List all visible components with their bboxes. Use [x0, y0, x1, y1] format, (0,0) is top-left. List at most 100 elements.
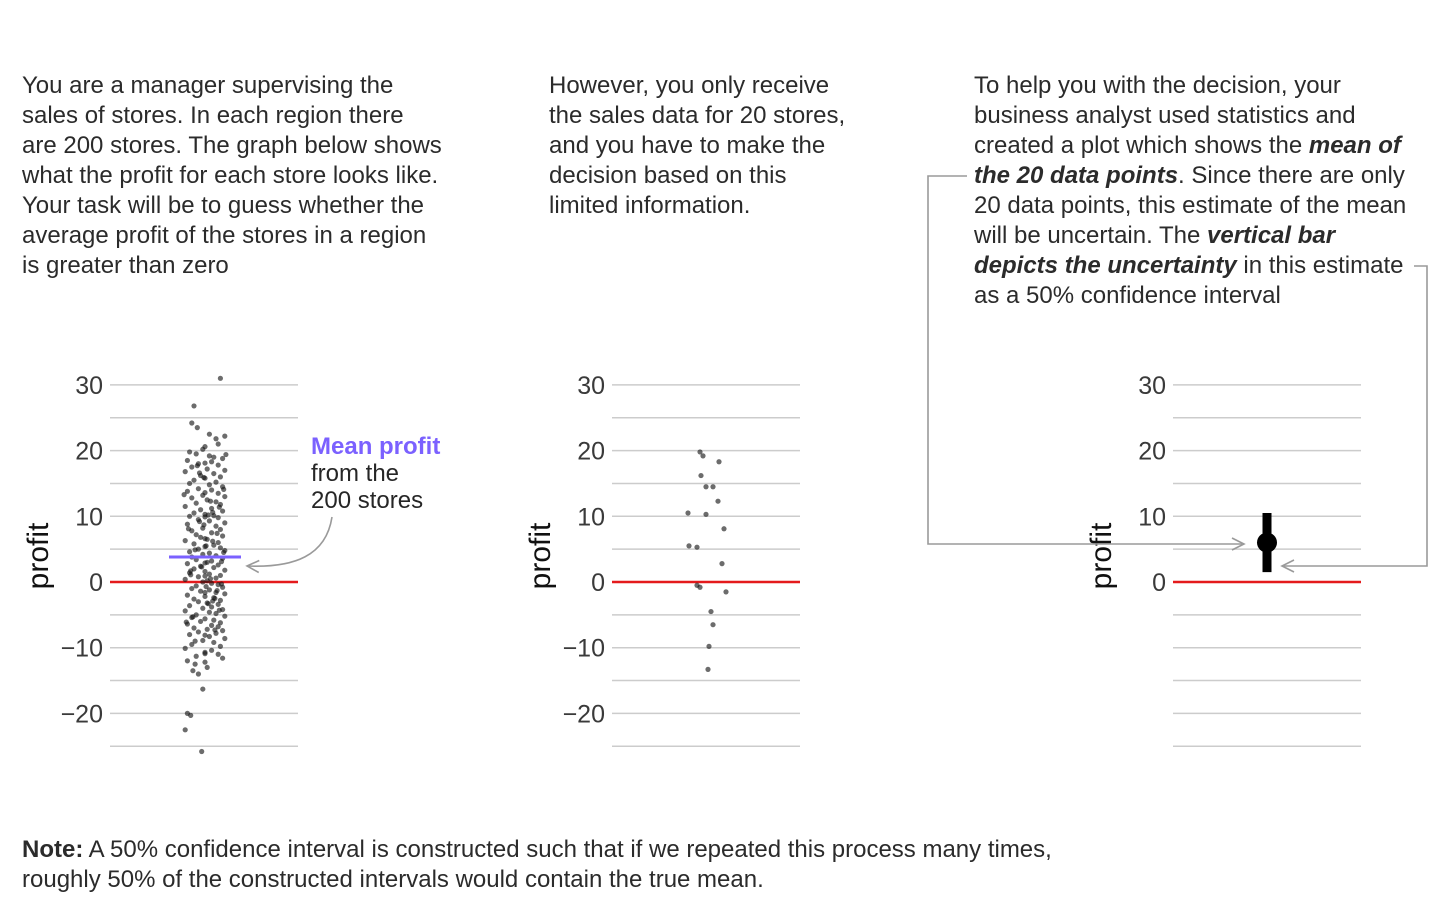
data-point — [202, 632, 208, 638]
data-point — [194, 425, 200, 431]
data-point — [222, 520, 228, 526]
data-point — [202, 536, 208, 542]
data-point — [187, 480, 193, 487]
data-point — [184, 561, 190, 567]
data-point — [209, 604, 215, 610]
mean-estimate-point — [1257, 532, 1277, 553]
data-point — [215, 601, 221, 607]
data-point — [215, 562, 221, 568]
data-point — [206, 482, 212, 488]
data-point — [211, 542, 217, 548]
data-point — [202, 589, 208, 596]
data-point — [204, 626, 210, 632]
data-point — [215, 539, 221, 546]
data-point — [199, 748, 205, 755]
data-point — [220, 655, 226, 661]
data-point — [206, 571, 212, 577]
data-point — [721, 526, 727, 532]
data-point — [187, 603, 193, 609]
data-point — [193, 653, 199, 659]
data-point — [203, 543, 209, 549]
data-point — [203, 583, 209, 590]
analyst-text-e: in this estimate as a 50% confidence int… — [974, 252, 1404, 309]
y-tick-label: 0 — [89, 569, 103, 597]
data-point — [198, 534, 204, 540]
data-point — [212, 627, 218, 633]
analyst-text-a: To help you with the decision, your busi… — [974, 72, 1356, 159]
y-tick-label: 10 — [1138, 503, 1166, 531]
data-point — [202, 593, 208, 600]
data-point — [202, 573, 208, 579]
data-point — [220, 628, 226, 634]
population-chart: −20 −10 0 10 20 30 profit — [22, 372, 298, 755]
y-tick-label: 20 — [577, 438, 605, 466]
data-point — [184, 488, 190, 494]
data-point — [184, 592, 190, 598]
data-point — [196, 470, 203, 476]
data-point — [715, 498, 721, 504]
data-point — [193, 500, 199, 506]
data-point — [206, 550, 212, 556]
data-point — [706, 643, 712, 649]
data-point — [191, 596, 197, 602]
data-point — [191, 403, 197, 409]
sample-chart: −20 −10 0 10 20 30 profit — [524, 372, 800, 747]
data-point — [196, 518, 203, 525]
data-point — [220, 455, 226, 462]
mean-arrow — [245, 516, 333, 574]
data-point — [210, 538, 216, 544]
y-tick-label: 20 — [75, 438, 103, 466]
data-point — [217, 545, 223, 551]
data-point — [716, 459, 722, 465]
data-point — [211, 617, 217, 623]
data-point — [193, 532, 199, 538]
data-point — [209, 558, 215, 564]
data-point — [213, 479, 219, 485]
data-point — [202, 460, 208, 466]
data-point — [200, 637, 206, 644]
y-tick-label: −10 — [563, 635, 605, 663]
data-point — [198, 618, 204, 625]
y-tick-label: 30 — [577, 372, 605, 400]
data-point — [222, 567, 228, 573]
annotation-line-2: 200 stores — [311, 487, 423, 514]
data-point — [182, 538, 188, 544]
y-tick-label: 0 — [591, 569, 605, 597]
y-tick-label: 0 — [1152, 569, 1166, 597]
data-point — [202, 444, 208, 450]
data-point — [190, 614, 196, 620]
data-point — [209, 505, 215, 512]
data-point — [708, 608, 714, 615]
data-point — [191, 510, 197, 516]
data-point — [700, 453, 706, 459]
data-point — [215, 651, 221, 657]
data-point — [215, 490, 221, 496]
data-point — [202, 651, 208, 657]
data-point — [182, 608, 188, 614]
data-point — [187, 449, 193, 455]
data-point — [209, 580, 215, 586]
data-point — [685, 510, 691, 516]
data-point — [193, 451, 199, 457]
analyst-emphasis-bar: vertical bar depicts the uncertainty — [974, 222, 1336, 279]
data-point — [222, 433, 228, 439]
data-point — [195, 671, 201, 677]
data-point — [189, 464, 195, 470]
data-point — [189, 585, 195, 592]
data-point — [211, 639, 217, 646]
data-point — [202, 560, 208, 566]
data-point — [195, 574, 201, 580]
data-point — [210, 598, 216, 604]
data-point — [194, 463, 200, 469]
data-point — [191, 625, 197, 631]
data-point — [694, 544, 700, 550]
data-point — [698, 472, 704, 479]
data-point — [223, 451, 229, 458]
data-point — [220, 533, 226, 539]
data-point — [209, 459, 215, 465]
data-point — [222, 635, 228, 642]
data-point — [187, 549, 193, 555]
uncertainty-connector-arrow — [1280, 265, 1428, 573]
data-point — [217, 643, 223, 649]
data-point — [185, 526, 192, 532]
